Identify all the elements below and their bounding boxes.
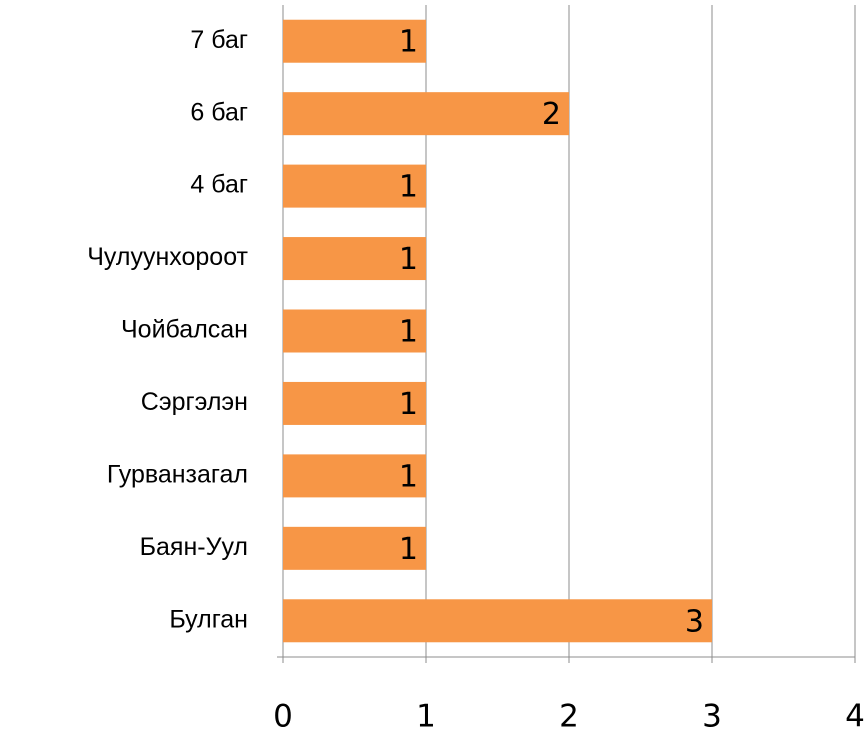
y-tick-label: 6 баг [190, 98, 248, 126]
x-tick-label: 3 [702, 699, 722, 735]
y-tick-label: 7 баг [190, 26, 248, 54]
bar [283, 164, 426, 208]
y-tick-label: Булган [169, 605, 248, 633]
y-tick-label: Чойбалсан [121, 316, 248, 344]
bar [283, 237, 426, 281]
y-tick-label: Баян-Уул [140, 533, 248, 561]
bar [283, 92, 569, 136]
value-label: 1 [399, 242, 418, 277]
value-label: 1 [399, 315, 418, 350]
y-tick-label: 4 баг [190, 171, 248, 199]
y-tick-label: Гурванзагал [107, 460, 248, 488]
x-tick-label: 4 [845, 699, 865, 735]
y-tick-label: Чулуунхороот [87, 243, 248, 271]
value-label: 1 [399, 25, 418, 60]
x-tick-label: 2 [559, 699, 579, 735]
bar [283, 599, 712, 643]
bar [283, 454, 426, 498]
value-label: 1 [399, 170, 418, 205]
value-label: 2 [542, 97, 561, 132]
value-label: 1 [399, 387, 418, 422]
bar [283, 19, 426, 63]
value-label: 1 [399, 459, 418, 494]
bar [283, 381, 426, 425]
value-label: 3 [685, 604, 704, 639]
x-tick-label: 1 [416, 699, 436, 735]
y-tick-label: Сэргэлэн [141, 388, 248, 416]
value-label: 1 [399, 532, 418, 567]
x-tick-label: 0 [273, 699, 293, 735]
bar [283, 309, 426, 353]
bar [283, 526, 426, 570]
